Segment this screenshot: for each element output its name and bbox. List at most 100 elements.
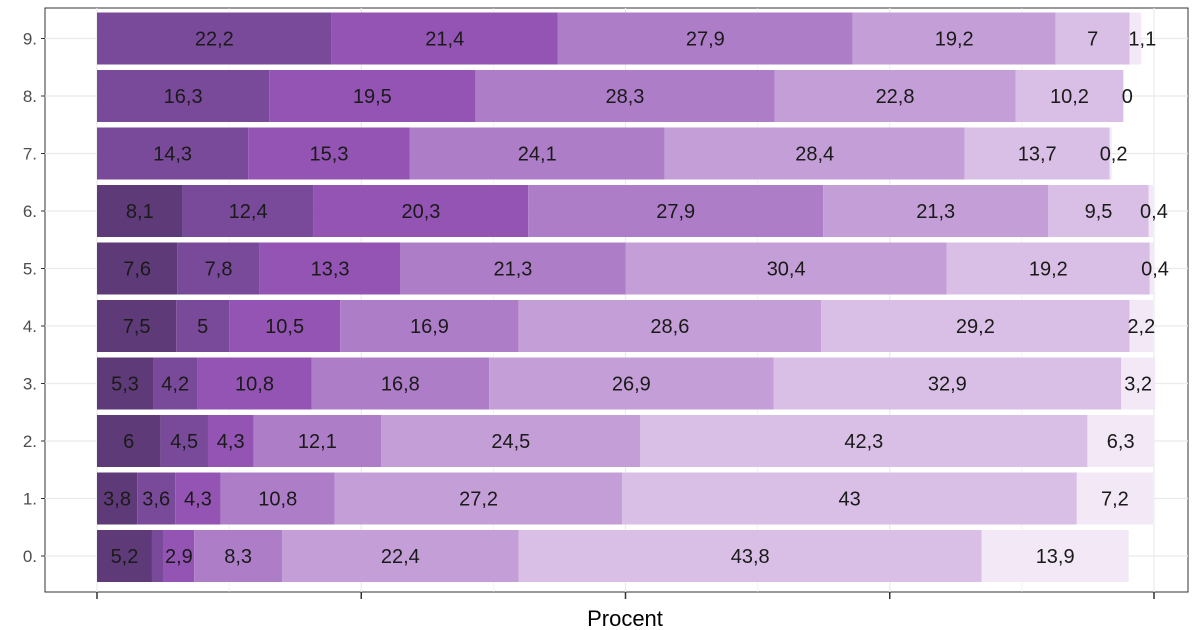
bar-segment	[229, 300, 341, 352]
segment-value-label: 27,2	[459, 489, 498, 511]
segment-value-label: 22,2	[195, 29, 234, 51]
segment-value-label: 7	[1087, 29, 1098, 51]
bar-segment	[1087, 415, 1154, 467]
segment-value-label: 24,5	[491, 431, 530, 453]
segment-value-label: 3,6	[142, 489, 170, 511]
bar-segment	[1129, 300, 1153, 352]
segment-value-label: 16,3	[164, 86, 203, 108]
segment-value-label: 43,8	[731, 546, 770, 568]
segment-value-label: 19,5	[353, 86, 392, 108]
segment-value-label: 32,9	[928, 374, 967, 396]
segment-value-label: 0,2	[1100, 144, 1128, 166]
y-tick-label: 2.	[23, 432, 37, 451]
segment-value-label: 20,3	[402, 201, 441, 223]
bar-segment	[518, 530, 982, 582]
segment-value-label: 19,2	[935, 29, 974, 51]
bar-segment	[97, 300, 177, 352]
y-tick-label: 6.	[23, 202, 37, 221]
segment-value-label: 0	[1122, 86, 1133, 108]
segment-value-label: 8,3	[224, 546, 252, 568]
segment-value-label: 5,2	[111, 546, 139, 568]
segment-value-label: 28,4	[795, 144, 834, 166]
bar-segment	[1148, 185, 1153, 237]
segment-value-label: 43	[838, 489, 860, 511]
segment-value-label: 3,8	[103, 489, 131, 511]
bar-segment	[207, 415, 254, 467]
segment-value-label: 16,8	[381, 374, 420, 396]
segment-value-label: 12,4	[229, 201, 268, 223]
bar-segment	[311, 357, 490, 410]
segment-value-label: 12,1	[298, 431, 337, 453]
bar-segment	[163, 530, 195, 582]
bar-segment	[475, 70, 775, 122]
segment-value-label: 5,3	[111, 374, 139, 396]
y-tick-label: 7.	[23, 145, 37, 164]
bar-segment	[622, 472, 1077, 525]
bar-segment	[194, 530, 282, 582]
x-axis-title: Procent	[587, 606, 663, 630]
bar-segment	[97, 472, 138, 525]
segment-value-label: 26,9	[612, 374, 651, 396]
y-tick-label: 0.	[23, 547, 37, 566]
bar-segment	[1121, 357, 1156, 410]
bar-segment	[97, 127, 249, 180]
bar-segment	[97, 415, 161, 467]
bar-segment	[176, 300, 230, 352]
bar-segment	[340, 300, 519, 352]
segment-value-label: 0,4	[1140, 201, 1168, 223]
segment-value-label: 2,2	[1127, 316, 1155, 338]
bar-segment	[1129, 12, 1142, 65]
segment-value-label: 7,6	[123, 259, 151, 281]
bar-segment	[97, 357, 154, 410]
segment-value-label: 15,3	[310, 144, 349, 166]
segment-value-label: 10,8	[235, 374, 274, 396]
bars-layer	[97, 12, 1156, 582]
segment-value-label: 3,2	[1124, 374, 1152, 396]
segment-value-label: 10,2	[1050, 86, 1089, 108]
segment-value-label: 28,6	[650, 316, 689, 338]
segment-value-label: 7,5	[123, 316, 151, 338]
segment-value-label: 28,3	[606, 86, 645, 108]
bar-segment	[269, 70, 476, 122]
y-tick-label: 1.	[23, 490, 37, 509]
segment-value-label: 0,4	[1141, 259, 1169, 281]
bar-segment	[1048, 185, 1149, 237]
segment-value-label: 29,2	[956, 316, 995, 338]
bar-segment	[259, 242, 401, 295]
segment-value-label: 1,1	[1128, 29, 1156, 51]
segment-value-label: 21,4	[425, 29, 464, 51]
bar-segment	[409, 127, 665, 180]
bar-segment	[400, 242, 626, 295]
bar-segment	[1149, 242, 1154, 295]
bar-segment	[331, 12, 558, 65]
segment-value-label: 19,2	[1029, 259, 1068, 281]
segment-value-label: 13,9	[1036, 546, 1075, 568]
bar-segment	[182, 185, 314, 237]
y-tick-label: 9.	[23, 30, 37, 49]
segment-value-label: 5	[197, 316, 208, 338]
segment-value-label: 7,8	[205, 259, 233, 281]
segment-value-label: 13,3	[311, 259, 350, 281]
bar-segment	[1109, 127, 1112, 180]
bar-segment	[151, 530, 164, 582]
y-tick-label: 8.	[23, 87, 37, 106]
segment-value-label: 4,5	[170, 431, 198, 453]
bar-segment	[97, 70, 270, 122]
bar-segment	[281, 530, 519, 582]
y-tick-label: 5.	[23, 260, 37, 279]
segment-value-label: 27,9	[686, 29, 725, 51]
bar-segment	[381, 415, 641, 467]
segment-value-label: 9,5	[1085, 201, 1113, 223]
bar-segment	[97, 12, 332, 65]
bar-segment	[489, 357, 774, 410]
bar-segment	[1015, 70, 1124, 122]
bar-segment	[97, 185, 183, 237]
y-tick-label: 3.	[23, 375, 37, 394]
segment-value-label: 14,3	[153, 144, 192, 166]
bar-segment	[248, 127, 410, 180]
bar-segment	[946, 242, 1150, 295]
bar-segment	[625, 242, 947, 295]
bar-segment	[137, 472, 176, 525]
segment-value-label: 30,4	[767, 259, 806, 281]
